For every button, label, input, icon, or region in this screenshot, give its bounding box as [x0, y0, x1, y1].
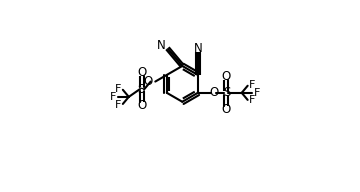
Text: N: N	[156, 39, 165, 52]
Text: O: O	[221, 103, 231, 116]
Text: F: F	[254, 88, 260, 98]
Text: F: F	[115, 84, 121, 94]
Text: F: F	[115, 99, 121, 109]
Text: F: F	[249, 95, 256, 105]
Text: S: S	[138, 83, 145, 96]
Text: O: O	[210, 86, 219, 99]
Text: F: F	[110, 92, 117, 102]
Text: S: S	[223, 86, 231, 99]
Text: N: N	[193, 42, 202, 55]
Text: O: O	[138, 66, 147, 79]
Text: O: O	[138, 99, 147, 112]
Text: O: O	[143, 75, 152, 88]
Text: F: F	[249, 80, 256, 90]
Text: O: O	[221, 70, 231, 83]
